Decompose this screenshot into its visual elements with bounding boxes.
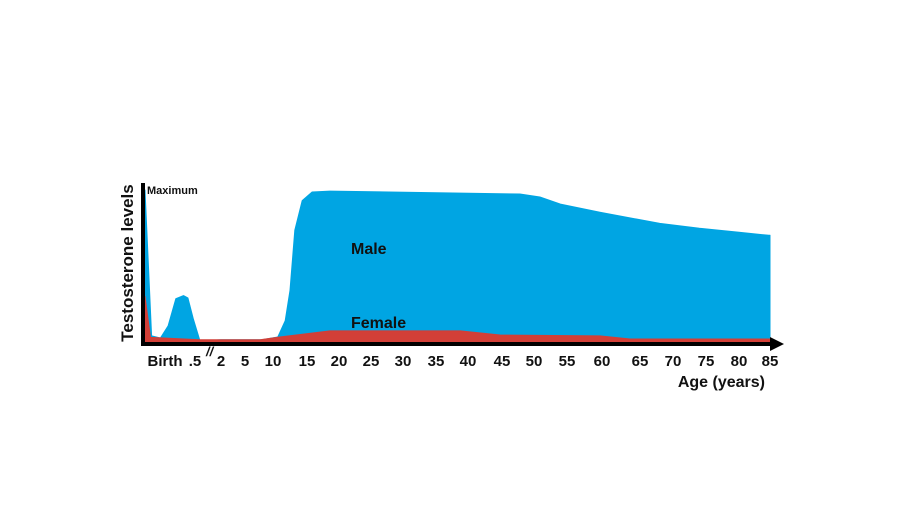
x-tick-labels: Birth .5 2 5 10 15 20 25 30 35 40 45 50 55 60 65 70 75 80 8… bbox=[148, 353, 779, 370]
x-tick-label: 60 bbox=[594, 353, 611, 370]
series-areas bbox=[144, 189, 771, 343]
x-tick-label: 15 bbox=[299, 353, 316, 370]
y-max-label: Maximum bbox=[147, 185, 198, 197]
x-tick-label: 45 bbox=[494, 353, 511, 370]
y-axis-label: Testosterone levels bbox=[118, 184, 137, 341]
area-male bbox=[144, 189, 771, 343]
x-axis-label: Age (years) bbox=[678, 374, 765, 391]
area-female bbox=[144, 295, 771, 343]
x-tick-label: 25 bbox=[363, 353, 380, 370]
x-tick-label: 40 bbox=[460, 353, 477, 370]
x-tick-label: Birth bbox=[148, 353, 183, 370]
x-tick-label: 2 bbox=[217, 353, 225, 370]
x-tick-label: 35 bbox=[428, 353, 445, 370]
x-tick-label: 85 bbox=[762, 353, 779, 370]
x-tick-label: 80 bbox=[731, 353, 748, 370]
x-tick-label: 65 bbox=[632, 353, 649, 370]
x-tick-label: 55 bbox=[559, 353, 576, 370]
x-tick-label: 20 bbox=[331, 353, 348, 370]
x-tick-label: 5 bbox=[241, 353, 249, 370]
x-tick-label: 75 bbox=[698, 353, 715, 370]
x-tick-label: 70 bbox=[665, 353, 682, 370]
x-tick-label: .5 bbox=[189, 353, 202, 370]
series-label-male: Male bbox=[351, 241, 387, 258]
axis-break-mark: // bbox=[205, 344, 215, 359]
x-tick-label: 30 bbox=[395, 353, 412, 370]
x-axis-arrowhead bbox=[770, 337, 784, 351]
x-tick-label: 50 bbox=[526, 353, 543, 370]
x-tick-label: 10 bbox=[265, 353, 282, 370]
series-label-female: Female bbox=[351, 315, 406, 332]
